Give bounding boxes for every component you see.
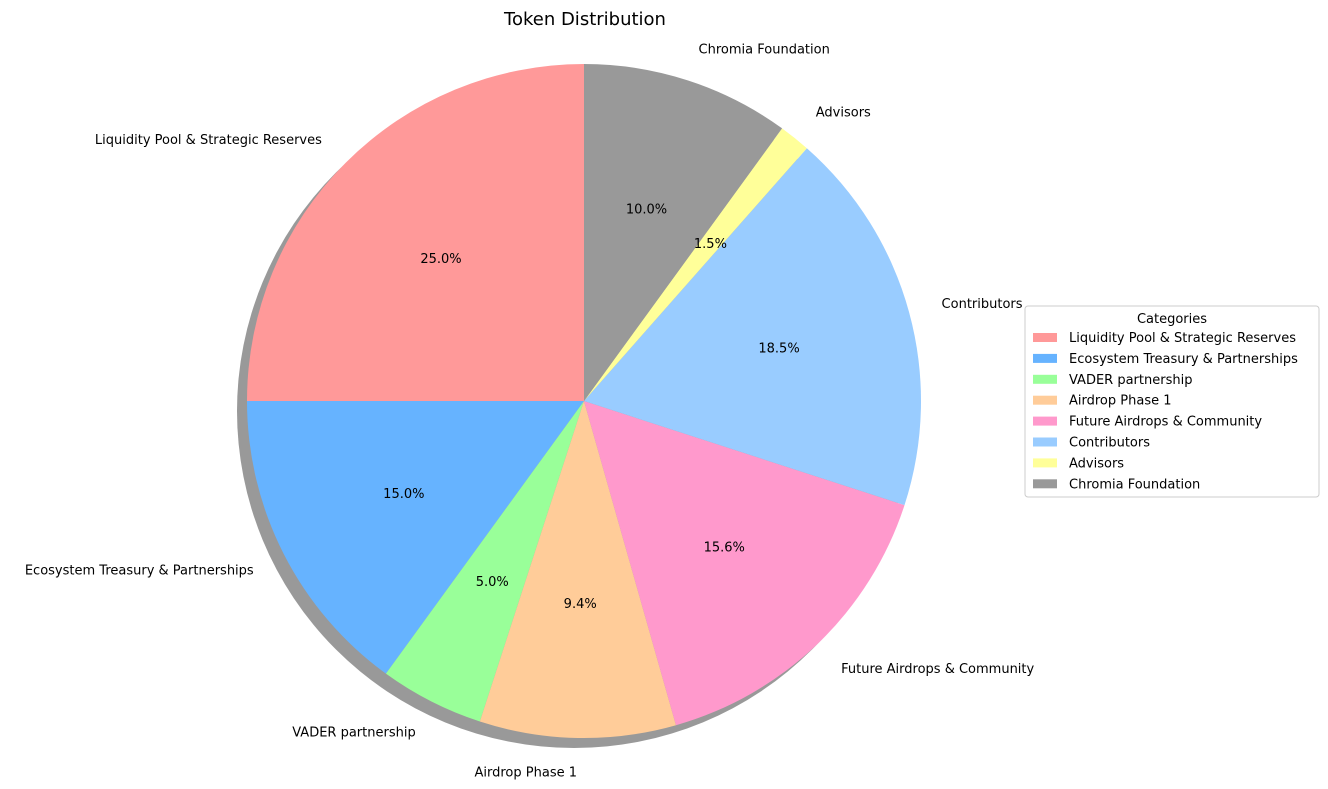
- pie-slice-future-airdrops-and-community: [584, 401, 905, 726]
- legend-label-ecosystem-treasury-and-partnerships: Ecosystem Treasury & Partnerships: [1069, 352, 1298, 367]
- legend-swatch-future-airdrops-and-community: [1033, 416, 1057, 426]
- pie-labels: 25.0% Liquidity Pool & Strategic Reserves…: [25, 42, 1035, 780]
- legend-label-contributors: Contributors: [1069, 436, 1150, 451]
- slice-percent-label: 9.4%: [564, 597, 597, 612]
- legend-label-liquidity-pool-and-strategic-reserves: Liquidity Pool & Strategic Reserves: [1069, 331, 1296, 346]
- legend-label-future-airdrops-and-community: Future Airdrops & Community: [1069, 415, 1262, 430]
- pie-slice-contributors: [584, 148, 922, 506]
- legend-swatch-vader-partnership: [1033, 374, 1057, 384]
- legend-title: Categories: [1137, 312, 1207, 327]
- pie-slice-ecosystem-treasury-and-partnerships: [247, 401, 584, 674]
- legend-frame: [1024, 305, 1320, 498]
- pie-slice-liquidity-pool-and-strategic-reserves: [247, 64, 584, 401]
- legend-swatch-airdrop-phase-1: [1033, 395, 1057, 405]
- legend-swatch-chromia-foundation: [1033, 479, 1057, 489]
- slice-percent-label: 5.0%: [476, 575, 509, 590]
- legend-swatch-ecosystem-treasury-and-partnerships: [1033, 353, 1057, 363]
- pie-slice-airdrop-phase-1: [479, 401, 676, 738]
- slice-percent-label: 18.5%: [758, 342, 799, 357]
- legend-label-advisors: Advisors: [1069, 456, 1124, 471]
- pie-slice-chromia-foundation: [584, 64, 783, 401]
- legend: Categories Liquidity Pool & Strategic Re…: [1024, 305, 1320, 498]
- legend-label-vader-partnership: VADER partnership: [1069, 373, 1192, 388]
- slice-category-label: Liquidity Pool & Strategic Reserves: [95, 133, 322, 148]
- slice-category-label: Contributors: [942, 297, 1023, 312]
- slice-category-label: Chromia Foundation: [699, 42, 830, 57]
- pie-slice-advisors: [584, 128, 807, 401]
- slice-percent-label: 1.5%: [694, 237, 727, 252]
- slice-percent-label: 15.6%: [704, 541, 745, 556]
- slice-category-label: Airdrop Phase 1: [475, 766, 578, 781]
- slice-category-label: Advisors: [816, 106, 871, 121]
- legend-swatch-liquidity-pool-and-strategic-reserves: [1033, 333, 1057, 342]
- legend-swatch-advisors: [1033, 458, 1057, 468]
- pie-slice-vader-partnership: [385, 401, 584, 722]
- slice-category-label: VADER partnership: [292, 725, 415, 740]
- chart-title: Token Distribution: [503, 9, 666, 30]
- slice-category-label: Ecosystem Treasury & Partnerships: [25, 563, 254, 578]
- legend-label-airdrop-phase-1: Airdrop Phase 1: [1069, 394, 1172, 409]
- slice-percent-label: 15.0%: [383, 487, 424, 502]
- slice-category-label: Future Airdrops & Community: [841, 662, 1034, 677]
- legend-label-chromia-foundation: Chromia Foundation: [1069, 477, 1200, 492]
- legend-swatch-contributors: [1033, 437, 1057, 447]
- pie-slices: [247, 64, 922, 738]
- slice-percent-label: 10.0%: [626, 203, 667, 218]
- slice-percent-label: 25.0%: [420, 252, 461, 267]
